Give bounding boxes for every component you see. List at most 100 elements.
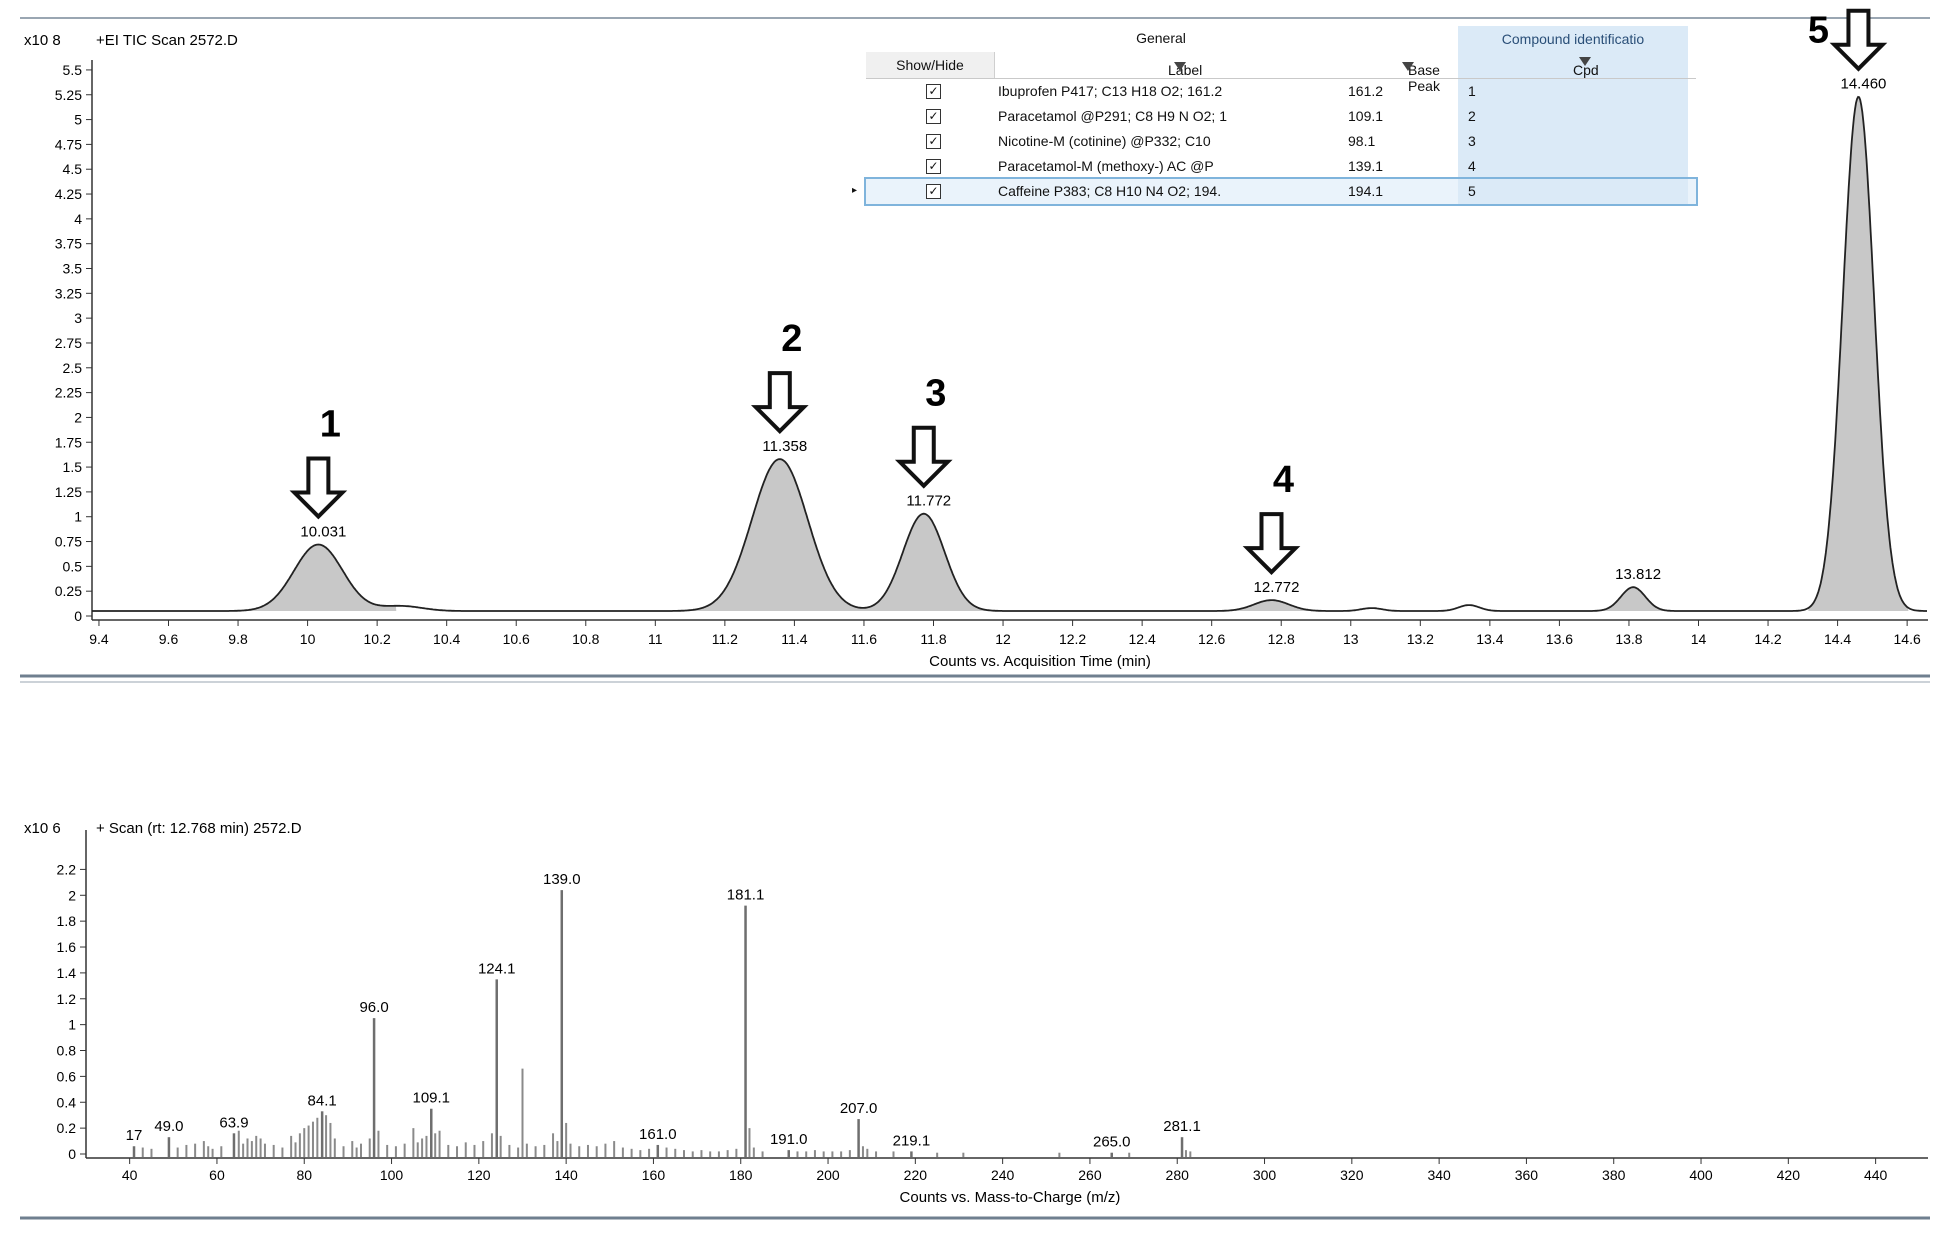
y-tick-label: 4.5 [63, 161, 83, 177]
row-cpd: 3 [1458, 129, 1688, 154]
x-tick-label: 300 [1253, 1167, 1277, 1183]
x-tick-label: 11.8 [920, 631, 946, 647]
y-tick-label: 1.2 [57, 991, 77, 1007]
marker-number: 3 [925, 373, 946, 415]
table-row[interactable]: ✓ Paracetamol-M (methoxy-) AC @P 139.1 4 [866, 154, 1696, 179]
marker-number: 1 [320, 404, 341, 446]
x-tick-label: 14 [1691, 631, 1707, 647]
peak-label: 49.0 [154, 1118, 183, 1135]
row-label: Nicotine-M (cotinine) @P332; C10 [998, 133, 1211, 149]
peak-label: 219.1 [893, 1132, 931, 1149]
x-tick-label: 280 [1166, 1167, 1190, 1183]
y-tick-label: 0 [68, 1146, 76, 1162]
row-base-peak: 98.1 [1348, 133, 1376, 149]
x-tick-label: 13 [1343, 631, 1359, 647]
row-cpd: 1 [1458, 79, 1688, 104]
peak-fill [240, 544, 397, 612]
y-tick-label: 2.2 [57, 861, 77, 877]
y-tick-label: 1.25 [55, 484, 82, 500]
filter-icon[interactable] [1579, 57, 1591, 66]
row-label: Paracetamol-M (methoxy-) AC @P [998, 158, 1214, 174]
table-row[interactable]: ✓ Paracetamol @P291; C8 H9 N O2; 1 109.1… [866, 104, 1696, 129]
y-tick-label: 1.5 [63, 459, 83, 475]
y-tick-label: 4 [74, 211, 82, 227]
x-tick-label: 13.4 [1476, 631, 1503, 647]
y-tick-label: 3.5 [63, 261, 83, 277]
x-tick-label: 11.4 [781, 631, 807, 647]
filter-icon[interactable] [1174, 62, 1186, 71]
x-tick-label: 13.8 [1615, 631, 1642, 647]
x-tick-label: 9.6 [159, 631, 179, 647]
table-row[interactable]: ✓ Nicotine-M (cotinine) @P332; C10 98.1 … [866, 129, 1696, 154]
x-tick-label: 40 [122, 1167, 138, 1183]
y-tick-label: 1 [74, 509, 82, 525]
peak-label: 139.0 [543, 871, 581, 888]
row-base-peak: 139.1 [1348, 158, 1384, 174]
y-tick-label: 0.8 [57, 1043, 77, 1059]
x-tick-label: 11.2 [712, 631, 738, 647]
row-base-peak: 161.2 [1348, 83, 1384, 99]
x-tick-label: 12.6 [1198, 631, 1225, 647]
x-tick-label: 340 [1427, 1167, 1451, 1183]
table-row[interactable]: ✓ Ibuprofen P417; C13 H18 O2; 161.2 161.… [866, 79, 1696, 104]
peak-label: 281.1 [1163, 1118, 1201, 1135]
marker-number: 4 [1273, 459, 1294, 501]
tic-title: +EI TIC Scan 2572.D [96, 32, 238, 49]
row-pointer-icon: ▸ [852, 185, 858, 196]
peak-label: 161.0 [639, 1126, 677, 1143]
peak-label: 14.460 [1841, 76, 1887, 93]
row-label: Caffeine P383; C8 H10 N4 O2; 194. [998, 183, 1222, 199]
x-tick-label: 320 [1340, 1167, 1364, 1183]
show-checkbox[interactable]: ✓ [926, 184, 941, 199]
marker-arrow [750, 371, 809, 434]
peak-label: 11.772 [906, 493, 951, 510]
x-tick-label: 240 [991, 1167, 1015, 1183]
peak-label: 265.0 [1093, 1134, 1131, 1151]
show-checkbox[interactable]: ✓ [926, 84, 941, 99]
y-tick-label: 0.75 [55, 534, 82, 550]
column-cpd[interactable]: Cpd [1458, 52, 1688, 78]
x-tick-label: 9.4 [89, 631, 109, 647]
y-tick-label: 1 [68, 1017, 76, 1033]
peak-label: 10.031 [300, 524, 346, 541]
filter-icon[interactable] [1402, 62, 1414, 71]
row-label: Paracetamol @P291; C8 H9 N O2; 1 [998, 108, 1227, 124]
column-show-hide[interactable]: Show/Hide [866, 52, 995, 78]
table-row-selected[interactable]: ▸ ✓ Caffeine P383; C8 H10 N4 O2; 194. 19… [852, 177, 1698, 206]
column-base-peak-text: Base Peak [1408, 62, 1440, 94]
show-checkbox[interactable]: ✓ [926, 159, 941, 174]
column-cpd-text: Cpd [1573, 62, 1599, 78]
y-tick-label: 5.5 [63, 62, 83, 78]
x-tick-label: 400 [1689, 1167, 1713, 1183]
x-tick-label: 160 [642, 1167, 666, 1183]
show-checkbox[interactable]: ✓ [926, 134, 941, 149]
row-label: Ibuprofen P417; C13 H18 O2; 161.2 [998, 83, 1223, 99]
peak-label: 109.1 [412, 1090, 450, 1107]
x-tick-label: 200 [816, 1167, 840, 1183]
y-tick-label: 2.75 [55, 335, 82, 351]
x-tick-label: 13.6 [1546, 631, 1573, 647]
row-cpd: 5 [1458, 179, 1688, 204]
x-tick-label: 10.6 [503, 631, 530, 647]
y-tick-label: 2.5 [63, 360, 83, 376]
x-tick-label: 10 [300, 631, 316, 647]
row-cpd: 4 [1458, 154, 1688, 179]
group-general-header: General [1136, 30, 1186, 46]
x-tick-label: 10.4 [433, 631, 460, 647]
marker-number: 5 [1808, 10, 1829, 52]
tic-x-axis-label: Counts vs. Acquisition Time (min) [929, 653, 1151, 670]
peak-label: 191.0 [770, 1131, 808, 1148]
peak-fill [690, 459, 869, 612]
marker-arrow [1829, 8, 1888, 72]
row-cpd: 2 [1458, 104, 1688, 129]
peak-label: 124.1 [478, 960, 516, 977]
x-tick-label: 120 [467, 1167, 491, 1183]
x-tick-label: 11 [648, 631, 663, 647]
peak-label: 84.1 [308, 1092, 337, 1109]
y-tick-label: 4.75 [55, 136, 82, 152]
show-checkbox[interactable]: ✓ [926, 109, 941, 124]
y-tick-label: 0.25 [55, 583, 82, 599]
peak-label: 13.812 [1615, 566, 1661, 583]
